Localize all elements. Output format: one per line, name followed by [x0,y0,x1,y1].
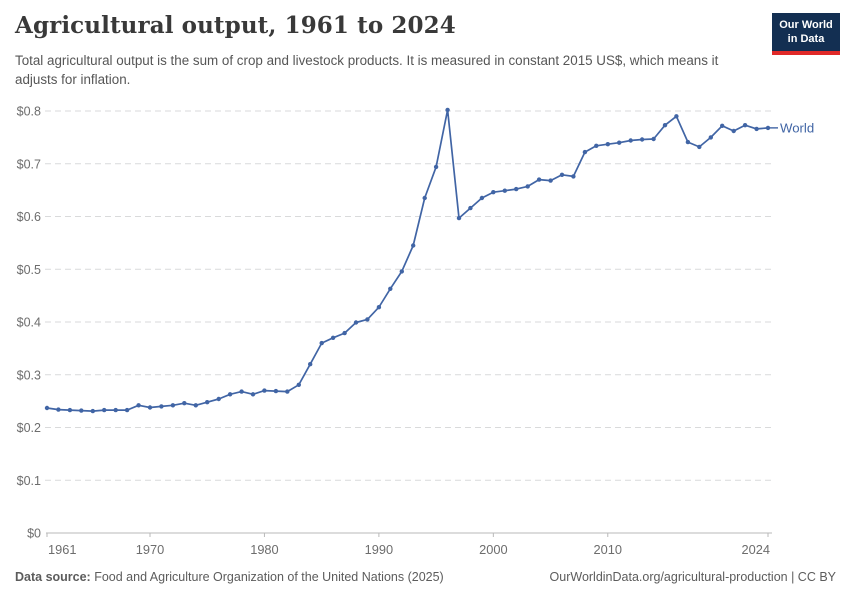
data-point-marker[interactable] [765,125,771,131]
x-axis-tick-label: 2000 [479,542,507,557]
data-point-marker[interactable] [639,137,645,142]
chart-footer: Data source: Food and Agriculture Organi… [15,570,836,584]
data-point-marker[interactable] [594,143,599,148]
data-point-marker[interactable] [227,392,233,397]
line-chart: $0 $0.1 $0.2 $0.3 $0.4 $0.5 $0.6 $0.7 $0.8 1961 19… [17,105,815,558]
y-axis-tick-label: $0.3 [17,368,41,382]
data-point-marker[interactable] [628,138,633,143]
data-point-marker[interactable] [548,178,553,183]
data-point-marker[interactable] [411,243,416,248]
y-axis-tick-label: $0.5 [17,263,41,277]
data-point-marker[interactable] [56,407,61,412]
x-axis-tick-label: 1980 [250,542,278,557]
data-point-marker[interactable] [44,405,50,411]
y-axis-tick-label: $0.6 [17,210,41,224]
chart-subtitle: Total agricultural output is the sum of … [15,53,719,87]
series-end-label-world[interactable]: World [780,120,814,135]
y-axis-tick-label: $0 [27,527,41,541]
data-point-marker[interactable] [605,142,610,147]
y-axis-tick-label: $0.7 [17,157,41,171]
data-point-marker[interactable] [159,404,164,409]
page-title: Agricultural output, 1961 to 2024 [15,12,456,39]
series-line-world[interactable] [46,109,769,412]
data-point-marker[interactable] [170,403,176,408]
data-point-marker[interactable] [193,403,198,408]
data-point-marker[interactable] [147,405,153,410]
data-point-marker[interactable] [250,392,256,397]
data-point-marker[interactable] [559,172,565,177]
data-source-label: Data source: [15,570,91,584]
data-point-marker[interactable] [536,177,542,182]
data-point-marker[interactable] [571,174,576,179]
data-point-marker[interactable] [720,123,725,128]
data-point-marker[interactable] [445,107,450,113]
y-axis-tick-label: $0.2 [17,421,41,435]
data-point-marker[interactable] [330,335,336,340]
data-point-marker[interactable] [239,389,244,394]
x-axis-tick-label: 1990 [365,542,393,557]
y-axis-tick-label: $0.1 [17,474,41,488]
data-point-marker[interactable] [399,269,404,274]
data-point-marker[interactable] [514,186,519,192]
data-point-marker[interactable] [754,126,759,132]
data-point-marker[interactable] [468,205,473,211]
data-point-marker[interactable] [67,407,73,413]
data-point-marker[interactable] [433,164,439,170]
data-point-marker[interactable] [456,215,462,221]
data-point-marker[interactable] [353,320,359,325]
data-source-text: Food and Agriculture Organization of the… [90,570,444,584]
data-point-marker[interactable] [376,305,382,310]
data-point-marker[interactable] [582,149,588,155]
data-point-marker[interactable] [113,407,118,413]
data-point-marker[interactable] [708,135,713,140]
y-axis-tick-label: $0.8 [17,105,41,119]
data-point-marker[interactable] [319,340,324,346]
citation-link[interactable]: OurWorldinData.org/agricultural-producti… [549,570,836,584]
data-point-marker[interactable] [662,123,668,128]
x-axis-tick-label: 1961 [48,542,76,557]
data-point-marker[interactable] [491,190,496,195]
data-point-marker[interactable] [388,286,393,291]
data-point-marker[interactable] [205,400,210,405]
x-axis-tick-label: 2010 [594,542,622,557]
data-point-marker[interactable] [422,195,427,201]
owid-logo-line2: in Data [787,33,825,46]
data-point-marker[interactable] [342,330,347,336]
y-axis-tick-label: $0.4 [17,316,41,330]
data-point-marker[interactable] [731,128,736,134]
data-source: Data source: Food and Agriculture Organi… [15,570,444,584]
data-point-marker[interactable] [525,184,530,189]
data-point-marker[interactable] [182,401,187,406]
data-point-marker[interactable] [479,195,485,201]
data-point-marker[interactable] [216,396,221,402]
x-axis-tick-label: 1970 [136,542,164,557]
data-point-marker[interactable] [365,317,370,322]
owid-logo-line1: Our World [779,19,833,31]
owid-logo[interactable]: Our World in Data [772,13,840,55]
data-point-marker[interactable] [262,388,267,393]
data-point-marker[interactable] [273,388,279,394]
data-point-marker[interactable] [685,139,691,145]
data-point-marker[interactable] [124,407,130,413]
data-point-marker[interactable] [296,382,301,387]
data-point-marker[interactable] [102,407,107,413]
x-axis-tick-label: 2024 [742,542,770,557]
data-point-marker[interactable] [651,136,656,142]
data-point-marker[interactable] [285,389,290,394]
data-point-marker[interactable] [674,114,679,119]
data-point-marker[interactable] [308,362,313,367]
data-point-marker[interactable] [502,188,507,193]
data-point-marker[interactable] [90,408,96,414]
data-point-marker[interactable] [697,144,702,150]
data-point-marker[interactable] [617,140,622,145]
data-point-marker[interactable] [136,403,141,408]
data-point-marker[interactable] [742,123,748,128]
data-point-marker[interactable] [79,408,84,413]
